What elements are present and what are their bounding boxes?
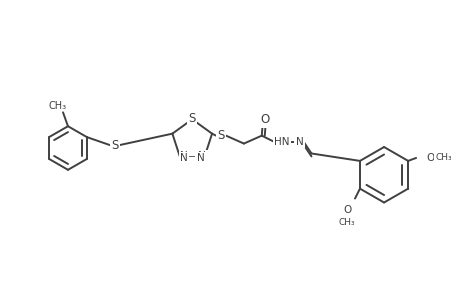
Text: N: N (179, 153, 187, 163)
Text: N—N: N—N (180, 151, 206, 161)
Text: O: O (260, 113, 269, 126)
Text: CH₃: CH₃ (435, 153, 451, 162)
Text: HN: HN (273, 136, 289, 147)
Text: S: S (111, 139, 118, 152)
Text: CH₃: CH₃ (49, 101, 67, 111)
Text: O: O (342, 206, 350, 215)
Text: O: O (425, 153, 433, 163)
Text: N: N (295, 136, 303, 147)
Text: CH₃: CH₃ (338, 218, 355, 227)
Text: S: S (217, 129, 224, 142)
Text: N: N (196, 153, 204, 163)
Text: S: S (188, 112, 196, 125)
